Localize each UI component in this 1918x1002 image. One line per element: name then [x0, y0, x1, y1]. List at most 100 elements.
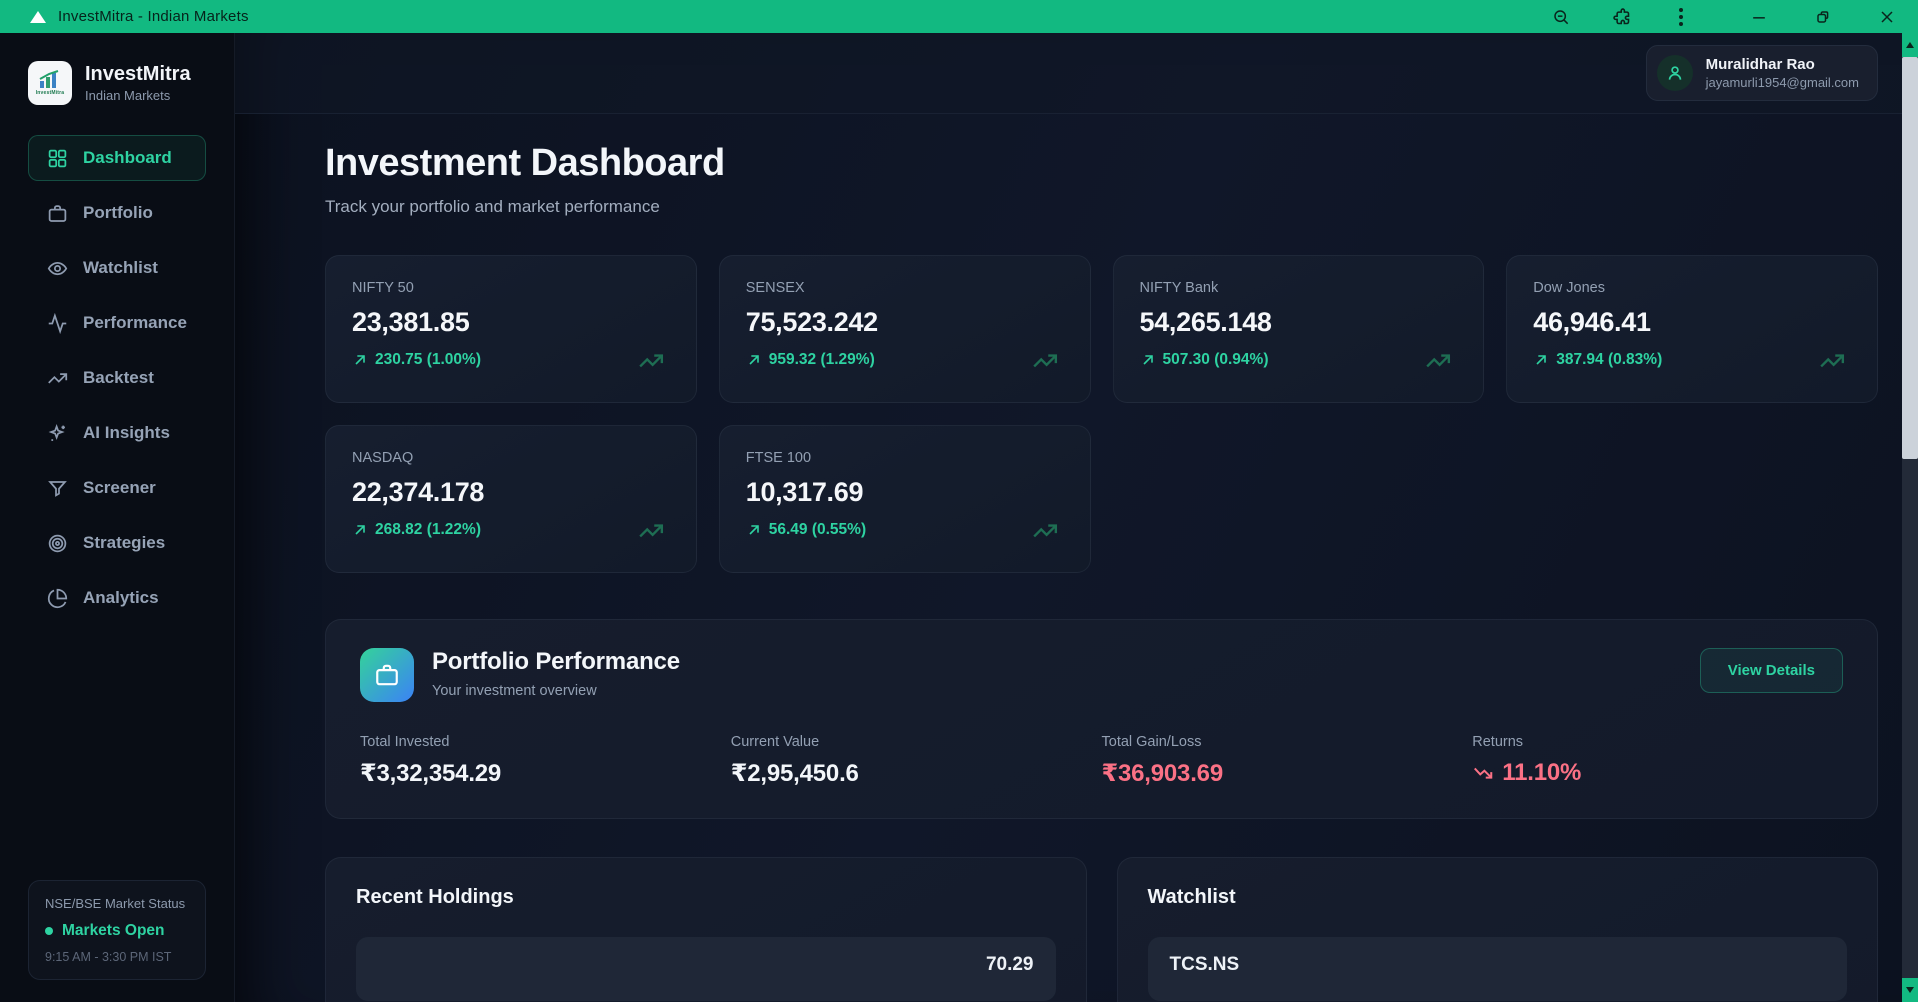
- eye-icon: [47, 261, 68, 275]
- arrow-up-right-icon: [749, 525, 759, 535]
- page-subtitle: Track your portfolio and market performa…: [325, 197, 660, 216]
- dashboard-grid-icon: [48, 149, 67, 167]
- sidebar-item-dashboard[interactable]: Dashboard: [28, 135, 206, 181]
- sidebar-item-screener[interactable]: Screener: [28, 465, 206, 511]
- sparkles-icon: [48, 423, 65, 441]
- market-status-card: NSE/BSE Market Status Markets Open 9:15 …: [28, 880, 206, 980]
- sidebar-item-portfolio[interactable]: Portfolio: [28, 190, 206, 236]
- sidebar-item-label: Watchlist: [83, 258, 158, 277]
- menu-kebab-icon[interactable]: [1664, 4, 1698, 30]
- close-button[interactable]: [1870, 4, 1904, 30]
- app-favicon-triangle-icon: [30, 10, 46, 23]
- sidebar-item-watchlist[interactable]: Watchlist: [28, 245, 206, 291]
- arrow-down-icon: [1906, 987, 1914, 993]
- filter-funnel-icon: [48, 480, 67, 497]
- minimize-button[interactable]: [1742, 4, 1776, 30]
- brand-block: InvestMitra InvestMitra Indian Markets: [28, 61, 206, 105]
- sidebar-item-label: AI Insights: [83, 423, 170, 442]
- sidebar-item-performance[interactable]: Performance: [28, 300, 206, 346]
- sidebar-item-strategies[interactable]: Strategies: [28, 520, 206, 566]
- portfolio-title: Portfolio Performance: [432, 648, 680, 675]
- index-value: 10,317.69: [745, 477, 864, 507]
- brand-name: InvestMitra: [85, 63, 191, 85]
- index-card-nasdaq: NASDAQ 22,374.178 268.82 (1.22%): [325, 425, 697, 573]
- index-value: 22,374.178: [352, 477, 485, 507]
- index-name: FTSE 100: [745, 450, 812, 466]
- zoom-search-icon[interactable]: [1544, 4, 1578, 30]
- dashboard-content: Investment Dashboard Track your portfoli…: [235, 114, 1918, 1002]
- stat-total-gain-loss: Total Gain/Loss ₹36,903.69: [1101, 734, 1224, 787]
- scrollbar-thumb[interactable]: [1902, 57, 1918, 459]
- avatar: [1656, 55, 1693, 91]
- index-change: 56.49 (0.55%): [746, 521, 1064, 539]
- arrow-up-right-icon: [355, 355, 365, 365]
- holding-row[interactable]: 70.29: [356, 937, 1056, 1001]
- index-name: NASDAQ: [352, 450, 414, 466]
- briefcase-icon: [48, 204, 67, 222]
- trend-sparkline-icon: [639, 524, 663, 538]
- market-index-grid: NIFTY 50 23,381.85 230.75 (1.00%) SENSEX…: [325, 255, 1878, 573]
- user-account-chip[interactable]: Muralidhar Rao jayamurli1954@gmail.com: [1645, 45, 1878, 101]
- portfolio-performance-card: Portfolio Performance Your investment ov…: [325, 619, 1878, 819]
- index-card-sensex: SENSEX 75,523.242 959.32 (1.29%): [718, 255, 1091, 403]
- window-titlebar: InvestMitra - Indian Markets: [0, 0, 1918, 33]
- target-icon: [48, 534, 67, 552]
- index-change: 387.94 (0.83%): [1533, 351, 1851, 369]
- arrow-up-right-icon: [1536, 355, 1547, 365]
- sidebar-item-label: Dashboard: [83, 148, 172, 167]
- trend-sparkline-icon: [1820, 354, 1845, 368]
- index-change: 507.30 (0.94%): [1140, 351, 1458, 369]
- sidebar-item-label: Strategies: [83, 533, 166, 552]
- portfolio-gradient-icon: [360, 648, 414, 702]
- index-value: 46,946.41: [1533, 307, 1651, 337]
- trend-sparkline-icon: [1426, 354, 1451, 368]
- user-icon: [1668, 66, 1681, 80]
- watchlist-row[interactable]: TCS.NS: [1147, 937, 1847, 1001]
- top-header: Muralidhar Rao jayamurli1954@gmail.com: [235, 33, 1918, 114]
- bottom-section: Recent Holdings 70.29 Watchlist TCS.NS: [325, 857, 1878, 1002]
- index-value: 75,523.242: [745, 307, 878, 337]
- stat-returns: Returns 11.10%: [1472, 734, 1582, 786]
- market-hours: 9:15 AM - 3:30 PM IST: [45, 950, 172, 964]
- trending-up-icon: [48, 372, 68, 383]
- user-email: jayamurli1954@gmail.com: [1705, 75, 1859, 90]
- arrow-up-right-icon: [1142, 355, 1153, 365]
- sidebar-item-label: Analytics: [83, 588, 159, 607]
- arrow-up-right-icon: [749, 355, 759, 365]
- trend-sparkline-icon: [639, 354, 663, 368]
- watchlist-title: Watchlist: [1147, 886, 1236, 908]
- sidebar-item-label: Portfolio: [83, 203, 153, 222]
- vertical-scrollbar[interactable]: [1902, 33, 1918, 1002]
- stat-total-invested: Total Invested ₹3,32,354.29: [360, 734, 502, 787]
- watchlist-panel: Watchlist TCS.NS: [1116, 857, 1878, 1002]
- index-card-nifty-bank: NIFTY Bank 54,265.148 507.30 (0.94%): [1112, 255, 1485, 403]
- portfolio-stats: Total Invested ₹3,32,354.29 Current Valu…: [360, 734, 1843, 788]
- page-title: Investment Dashboard: [325, 142, 725, 184]
- index-name: NIFTY Bank: [1139, 280, 1219, 296]
- index-name: Dow Jones: [1533, 280, 1605, 296]
- view-details-button[interactable]: View Details: [1699, 648, 1843, 693]
- index-card-ftse-100: FTSE 100 10,317.69 56.49 (0.55%): [718, 425, 1091, 573]
- scroll-up-button[interactable]: [1902, 33, 1918, 57]
- sidebar-nav: Dashboard Portfolio Watchlist Performanc…: [28, 135, 206, 630]
- index-card-nifty-50: NIFTY 50 23,381.85 230.75 (1.00%): [325, 255, 697, 403]
- index-value: 23,381.85: [352, 307, 470, 337]
- sidebar-item-ai-insights[interactable]: AI Insights: [28, 410, 206, 456]
- window-title: InvestMitra - Indian Markets: [58, 8, 249, 25]
- sidebar-item-label: Screener: [83, 478, 156, 497]
- extensions-icon[interactable]: [1604, 4, 1638, 30]
- recent-holdings-panel: Recent Holdings 70.29: [325, 857, 1087, 1002]
- scroll-down-button[interactable]: [1902, 978, 1918, 1002]
- recent-holdings-title: Recent Holdings: [356, 886, 514, 908]
- sidebar-item-label: Performance: [83, 313, 187, 332]
- market-status-value: Markets Open: [62, 922, 165, 939]
- sidebar-item-analytics[interactable]: Analytics: [28, 575, 206, 621]
- restore-button[interactable]: [1806, 4, 1840, 30]
- trend-sparkline-icon: [1032, 524, 1057, 538]
- index-card-dow-jones: Dow Jones 46,946.41 387.94 (0.83%): [1506, 255, 1878, 403]
- stat-current-value: Current Value ₹2,95,450.6: [730, 734, 859, 787]
- index-change: 268.82 (1.22%): [352, 521, 670, 539]
- trend-sparkline-icon: [1032, 354, 1057, 368]
- sidebar-item-backtest[interactable]: Backtest: [28, 355, 206, 401]
- user-name: Muralidhar Rao: [1705, 56, 1815, 73]
